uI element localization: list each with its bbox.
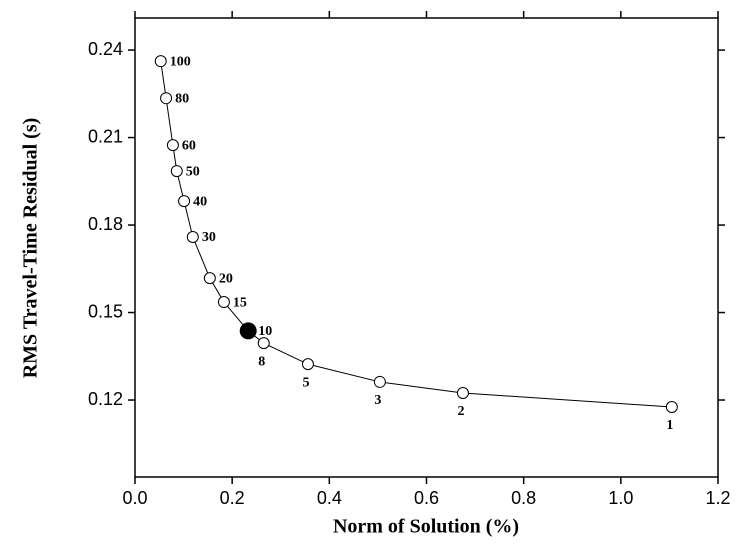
point — [217, 296, 230, 309]
point — [203, 272, 216, 285]
point — [456, 387, 469, 400]
x-tick-label: 0.6 — [414, 488, 439, 508]
point — [301, 358, 314, 371]
point-label: 40 — [193, 194, 207, 209]
point — [665, 401, 678, 414]
x-tick-label: 0.2 — [220, 488, 245, 508]
point — [160, 92, 173, 105]
x-tick-label: 0.0 — [122, 488, 147, 508]
x-tick-label: 1.0 — [608, 488, 633, 508]
point-label: 20 — [219, 271, 233, 286]
x-tick-label: 1.2 — [705, 488, 730, 508]
plot-frame — [134, 17, 719, 478]
y-axis-title: RMS Travel-Time Residual (s) — [20, 118, 42, 379]
point — [239, 322, 257, 340]
y-tick-label: 0.18 — [88, 214, 123, 234]
point-label: 1 — [666, 418, 673, 433]
point — [170, 165, 183, 178]
y-tick-label: 0.12 — [88, 389, 123, 409]
point-label: 5 — [302, 375, 309, 390]
point — [257, 337, 270, 350]
y-tick-label: 0.24 — [88, 39, 123, 59]
point-label: 30 — [202, 230, 216, 245]
x-tick-label: 0.8 — [511, 488, 536, 508]
point — [373, 375, 386, 388]
point — [166, 139, 179, 152]
x-axis-title: Norm of Solution (%) — [333, 516, 519, 538]
point-label: 10 — [258, 324, 272, 339]
point-label: 100 — [170, 54, 191, 69]
point — [154, 55, 167, 68]
point-label: 50 — [186, 164, 200, 179]
point-label: 8 — [258, 354, 265, 369]
y-tick-label: 0.21 — [88, 126, 123, 146]
point-label: 15 — [233, 295, 247, 310]
point — [186, 231, 199, 244]
x-tick-label: 0.4 — [317, 488, 342, 508]
point-label: 2 — [457, 404, 464, 419]
point-label: 80 — [175, 91, 189, 106]
curve — [160, 61, 672, 408]
point — [178, 195, 191, 208]
y-tick-label: 0.15 — [88, 301, 123, 321]
point-label: 60 — [182, 138, 196, 153]
point-label: 3 — [374, 393, 381, 408]
